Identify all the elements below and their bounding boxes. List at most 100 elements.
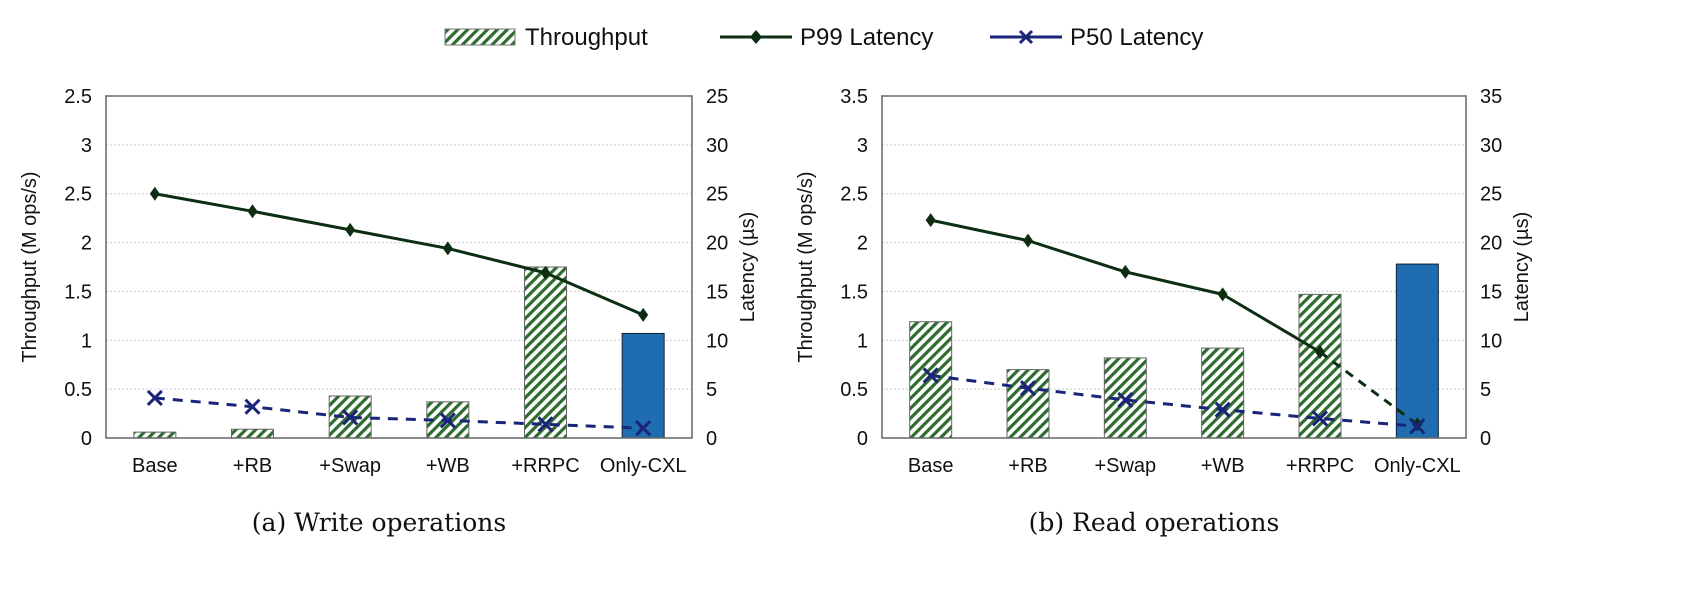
p50-line — [930, 373, 1418, 428]
p50-point — [146, 389, 163, 406]
legend-swatch-hatched — [444, 28, 516, 46]
y-tick-label: 2.5 — [840, 184, 868, 206]
y-tick-label: 2.5 — [64, 86, 92, 108]
p50-point — [635, 420, 652, 437]
y2-tick-label: 0 — [706, 428, 717, 450]
y2-tick-label: 5 — [706, 379, 717, 401]
legend-item-throughput: Throughput — [444, 24, 648, 51]
plot-frame — [105, 95, 693, 439]
p50-point — [1117, 391, 1134, 408]
y-tick-label: 0.5 — [840, 379, 868, 401]
bar-onlycxl — [1395, 263, 1439, 439]
p99-point — [925, 213, 936, 228]
p50-point — [537, 416, 554, 433]
y2-tick-label: 30 — [706, 135, 728, 157]
p99-line-segment — [252, 209, 351, 232]
p50-point — [1311, 410, 1329, 427]
y2-tick-label: 25 — [706, 184, 728, 206]
y2-tick-label: 35 — [1480, 86, 1502, 108]
p50-point — [1409, 418, 1426, 435]
chart-read: 0 0 0.5 5 1 10 1.5 15 2 20 2.5 25 3 30 3.5 35 Base +RB +Sw… — [795, 86, 1533, 537]
x-tick-label: Base — [908, 455, 954, 477]
p99-line-segment — [447, 246, 546, 275]
p50-point — [1019, 380, 1037, 397]
legend-label: P50 Latency — [1070, 24, 1203, 51]
bar-base — [133, 431, 177, 439]
bar-rb — [1006, 369, 1050, 439]
y-tick-label: 2.5 — [64, 184, 92, 206]
chart-caption: (b) Read operations — [1029, 508, 1280, 537]
y-tick-label: 2 — [81, 233, 92, 255]
y2-tick-label: 10 — [1480, 330, 1502, 352]
p99-line-segment — [1319, 350, 1419, 426]
p99-point — [1120, 264, 1131, 279]
p50-point — [922, 367, 939, 384]
p99-line-segment — [154, 192, 253, 213]
chart-caption: (a) Write operations — [252, 508, 506, 537]
y2-tick-label: 25 — [706, 86, 728, 108]
y-tick-label: 0 — [81, 428, 92, 450]
y-tick-label: 3.5 — [840, 86, 868, 108]
x-tick-label: +RRPC — [511, 455, 579, 477]
p99-line-segment — [544, 271, 644, 317]
y2-tick-label: 20 — [1480, 233, 1502, 255]
y-tick-label: 1 — [81, 330, 92, 352]
y-tick-label: 1.5 — [64, 281, 92, 303]
y2-tick-label: 25 — [1480, 184, 1502, 206]
y-axis-title: Throughput (M ops/s) — [795, 171, 817, 362]
p99-point — [149, 186, 160, 201]
p99-point — [638, 307, 649, 322]
x-tick-label: Only-CXL — [1374, 455, 1461, 477]
x-tick-label: +WB — [426, 455, 470, 477]
x-tick-label: Base — [132, 455, 178, 477]
p99-line-segment — [1124, 270, 1224, 296]
legend-item-p99-latency: P99 Latency — [720, 24, 933, 51]
x-tick-label: +RB — [233, 455, 272, 477]
y-axis-title: Throughput (M ops/s) — [19, 171, 41, 362]
x-tick-label: +WB — [1201, 455, 1245, 477]
bar-rb — [231, 428, 274, 439]
p99-point — [1315, 345, 1325, 360]
x-tick-label: +Swap — [319, 455, 381, 477]
bar-rrpc — [524, 266, 567, 439]
diamond-marker-icon — [750, 30, 762, 44]
y2-tick-label: 15 — [1480, 281, 1502, 303]
legend: Throughput P99 Latency P50 Latency — [444, 24, 1203, 51]
p99-line-segment — [1221, 293, 1321, 354]
bar-onlycxl — [621, 332, 665, 439]
y-tick-label: 1 — [857, 330, 868, 352]
y2-axis-title: Latency (µs) — [1511, 212, 1533, 322]
y2-tick-label: 10 — [706, 330, 728, 352]
p99-point — [345, 222, 356, 237]
y2-tick-label: 20 — [706, 233, 728, 255]
y-tick-label: 3 — [857, 135, 868, 157]
p99-point — [442, 241, 453, 256]
p99-point — [1217, 287, 1228, 302]
bar-base — [909, 321, 953, 439]
y-tick-label: 2 — [857, 233, 868, 255]
p99-point — [247, 204, 258, 219]
y2-axis-title: Latency (µs) — [737, 212, 759, 322]
p99-line-segment — [349, 228, 449, 250]
y-tick-label: 3 — [81, 135, 92, 157]
y-tick-label: 1.5 — [840, 281, 868, 303]
p50-point — [1214, 401, 1231, 418]
y-tick-label: 0 — [857, 428, 868, 450]
y2-tick-label: 5 — [1480, 379, 1491, 401]
bar-wb — [1201, 347, 1245, 439]
y2-tick-label: 0 — [1480, 428, 1491, 450]
legend-item-p50-latency: P50 Latency — [990, 24, 1203, 51]
p50-point — [244, 398, 261, 415]
x-marker-icon — [1018, 29, 1034, 45]
p99-line-segment — [1027, 239, 1126, 274]
y2-tick-label: 30 — [1480, 135, 1502, 157]
y-tick-label: 0.5 — [64, 379, 92, 401]
x-tick-label: +RB — [1008, 455, 1047, 477]
p50-line — [154, 396, 644, 430]
x-tick-label: +Swap — [1094, 455, 1156, 477]
p50-point — [439, 412, 456, 429]
p99-point — [1023, 233, 1033, 248]
p50-point — [342, 409, 359, 426]
x-tick-label: Only-CXL — [600, 455, 687, 477]
